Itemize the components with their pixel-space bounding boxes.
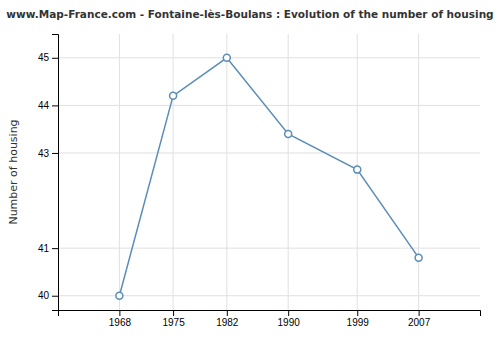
point <box>223 54 230 61</box>
tick: 45 <box>38 52 58 63</box>
point <box>415 254 422 261</box>
tick-label: 45 <box>38 52 50 63</box>
tick-mark <box>173 310 174 316</box>
tick-label: 2007 <box>408 317 431 328</box>
tick-mark <box>52 153 58 154</box>
tick-label: 43 <box>38 148 50 159</box>
chart: 1968 1975 1982 1990 1999 2007 40 41 43 44 45 Number… <box>0 0 500 340</box>
title: www.Map-France.com - Fontaine-lès-Boulan… <box>6 8 493 20</box>
grid-line <box>58 248 480 249</box>
tick-label: 41 <box>38 243 50 254</box>
tick-label: 1968 <box>109 317 132 328</box>
grid-line <box>288 34 289 310</box>
tick: 2007 <box>408 310 431 328</box>
plot: 1968 1975 1982 1990 1999 2007 40 41 43 44 45 <box>38 34 481 328</box>
axis-line <box>59 311 481 317</box>
tick-label: 1975 <box>162 317 185 328</box>
grid-line <box>58 152 480 153</box>
y-axis-label: Number of housing <box>7 119 20 224</box>
tick-label: 1999 <box>347 317 370 328</box>
tick: 1982 <box>216 310 239 328</box>
tick: 1975 <box>162 310 185 328</box>
tick: 41 <box>38 243 58 254</box>
tick-mark <box>52 105 58 106</box>
tick-label: 40 <box>38 290 50 301</box>
tick-mark <box>52 58 58 59</box>
tick-label: 1990 <box>278 317 301 328</box>
grid-line <box>119 34 120 310</box>
grid-line <box>418 34 419 310</box>
line <box>119 58 418 296</box>
grid-line <box>173 34 174 310</box>
point <box>170 92 177 99</box>
tick: 1990 <box>278 310 301 328</box>
tick-mark <box>288 310 289 316</box>
point <box>354 166 361 173</box>
tick-mark <box>227 310 228 316</box>
tick-mark <box>419 310 420 316</box>
grid-line <box>226 34 227 310</box>
tick-mark <box>52 248 58 249</box>
tick-label: 1982 <box>216 317 239 328</box>
tick: 1999 <box>347 310 370 328</box>
tick-mark <box>357 310 358 316</box>
tick-label: 44 <box>38 100 50 111</box>
grid-line <box>58 105 480 106</box>
grid <box>58 34 480 310</box>
tick: 1968 <box>109 310 132 328</box>
y-axis: 40 41 43 44 45 <box>38 35 59 311</box>
axis-line <box>52 35 59 311</box>
tick: 43 <box>38 148 58 159</box>
tick-mark <box>119 310 120 316</box>
tick: 44 <box>38 100 58 111</box>
tick: 40 <box>38 290 58 301</box>
point <box>285 130 292 137</box>
x-axis: 1968 1975 1982 1990 1999 2007 <box>59 310 481 328</box>
series <box>116 54 422 299</box>
tick-mark <box>52 296 58 297</box>
grid-line <box>58 57 480 58</box>
point <box>116 292 123 299</box>
